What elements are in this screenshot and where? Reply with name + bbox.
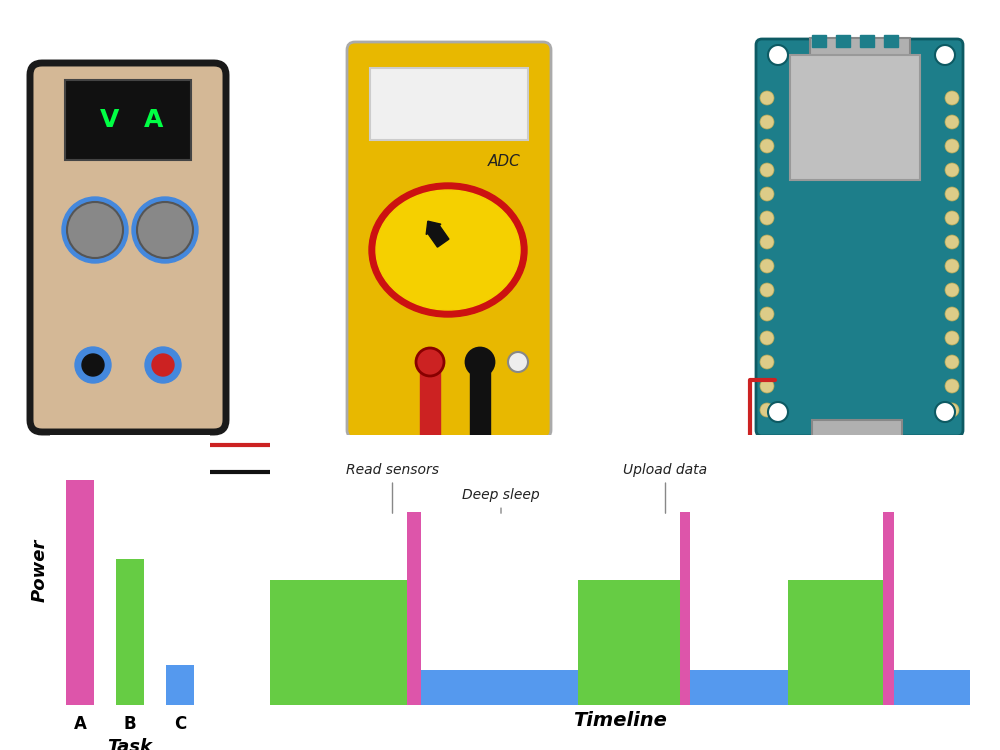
Bar [883,512,894,705]
Bar [810,38,910,60]
Ellipse shape [369,183,527,317]
Y-axis label: Power: Power [31,538,49,602]
Text: ADC: ADC [488,154,521,170]
Bar [884,35,898,47]
Circle shape [768,45,788,65]
Bar [420,670,578,705]
Text: Upload data: Upload data [623,464,708,513]
Circle shape [945,283,959,297]
Circle shape [760,91,774,105]
Bar [166,664,194,705]
Circle shape [935,402,955,422]
Circle shape [508,352,528,372]
Circle shape [760,163,774,177]
Bar [790,55,920,180]
Bar [680,512,690,705]
FancyArrow shape [426,221,449,248]
Text: A: A [144,108,163,132]
X-axis label: Task: Task [108,738,152,750]
Bar [470,365,490,470]
Circle shape [416,348,444,376]
Circle shape [760,139,774,153]
Circle shape [760,379,774,393]
Circle shape [466,348,494,376]
Circle shape [945,235,959,249]
Circle shape [62,197,128,263]
Bar [812,420,902,438]
Circle shape [945,91,959,105]
Circle shape [768,402,788,422]
Circle shape [945,163,959,177]
Circle shape [760,283,774,297]
Bar [66,480,94,705]
Circle shape [67,202,123,258]
Circle shape [760,331,774,345]
Circle shape [760,235,774,249]
Bar [406,512,420,705]
Bar [370,68,528,140]
Circle shape [132,197,198,263]
Circle shape [145,347,181,383]
Text: Deep sleep: Deep sleep [462,488,540,513]
FancyBboxPatch shape [347,42,551,438]
Circle shape [152,354,174,376]
Bar [836,35,850,47]
Circle shape [945,187,959,201]
FancyBboxPatch shape [30,63,226,432]
Circle shape [945,307,959,321]
Bar [788,580,883,705]
Circle shape [760,115,774,129]
Bar [812,35,826,47]
Ellipse shape [376,190,520,310]
Circle shape [945,379,959,393]
Circle shape [760,403,774,417]
Bar [420,365,440,470]
Bar [475,467,485,505]
Bar [65,80,191,160]
Circle shape [945,403,959,417]
Circle shape [760,211,774,225]
Bar [425,467,435,505]
Circle shape [75,347,111,383]
Circle shape [945,355,959,369]
Text: V: V [99,108,119,132]
FancyBboxPatch shape [756,39,963,436]
Bar [690,670,788,705]
Circle shape [935,45,955,65]
Circle shape [82,354,104,376]
Bar [894,670,970,705]
Circle shape [137,202,193,258]
Circle shape [945,139,959,153]
Circle shape [760,187,774,201]
Circle shape [760,355,774,369]
Text: Read sensors: Read sensors [346,464,439,513]
Bar [270,580,406,705]
Circle shape [945,259,959,273]
Circle shape [945,331,959,345]
X-axis label: Timeline: Timeline [573,710,667,730]
Circle shape [760,307,774,321]
Bar [116,559,144,705]
Circle shape [760,259,774,273]
Circle shape [945,211,959,225]
Circle shape [945,115,959,129]
Bar [860,35,874,47]
Bar [578,580,680,705]
